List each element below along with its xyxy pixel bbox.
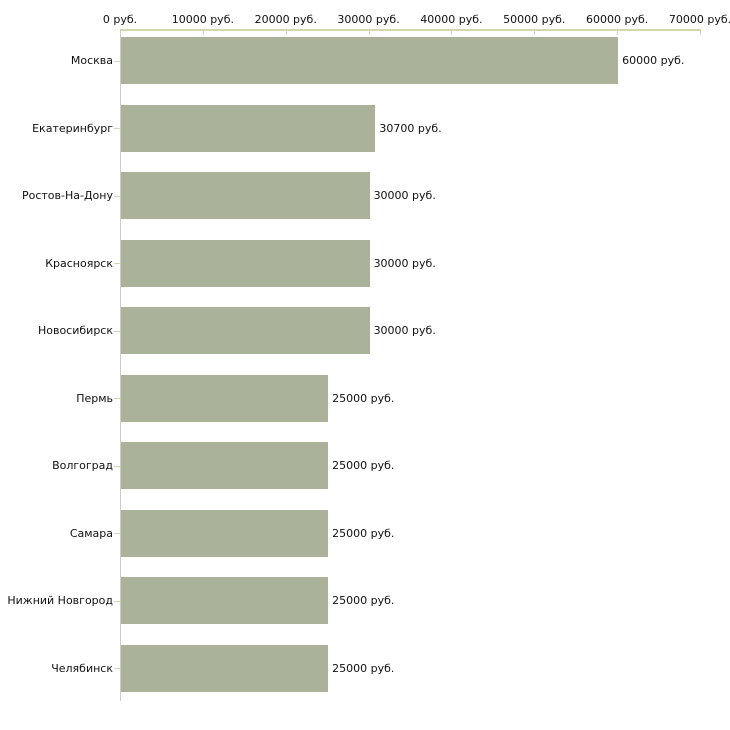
bar: [121, 577, 329, 624]
category-label: Самара: [69, 526, 113, 540]
x-tick-label: 20000 руб.: [254, 13, 317, 26]
x-tick-label: 0 руб.: [102, 13, 138, 26]
bar-value-label: 30000 руб.: [373, 256, 436, 270]
category-label: Ростов-На-Дону: [21, 189, 113, 202]
x-tick-mark: [617, 31, 619, 35]
x-tick-label: 40000 руб.: [420, 13, 483, 26]
category-label: Москва: [70, 54, 113, 67]
category-label: Пермь: [76, 391, 113, 405]
category-tick-mark: [114, 398, 120, 399]
bar: [121, 442, 329, 489]
bar: [121, 644, 329, 692]
category-label: Новосибирск: [37, 324, 113, 337]
x-axis-line: [120, 29, 701, 31]
x-tick-label: 10000 руб.: [171, 13, 234, 26]
bar-value-label: 25000 руб.: [332, 661, 395, 675]
bar: [121, 374, 329, 422]
x-tick-label: 70000 руб.: [668, 13, 730, 26]
bar-value-label: 30000 руб.: [373, 324, 436, 337]
bar: [121, 239, 370, 287]
category-label: Нижний Новгород: [7, 594, 113, 607]
bar-value-label: 30000 руб.: [373, 189, 436, 202]
bar-value-label: 25000 руб.: [332, 459, 395, 472]
x-tick-label: 50000 руб.: [503, 13, 566, 26]
x-tick-label: 30000 руб.: [337, 13, 400, 26]
category-tick-mark: [114, 196, 120, 197]
category-label: Екатеринбург: [32, 121, 113, 135]
bar-value-label: 25000 руб.: [332, 391, 395, 405]
x-tick-label: 60000 руб.: [586, 13, 649, 26]
category-tick-mark: [114, 128, 120, 129]
bar-value-label: 60000 руб.: [622, 54, 685, 67]
x-tick-mark: [285, 31, 287, 35]
category-label: Челябинск: [51, 661, 113, 675]
y-axis-baseline: [120, 30, 121, 701]
category-tick-mark: [114, 466, 120, 467]
category-tick-mark: [114, 263, 120, 264]
bar-value-label: 25000 руб.: [332, 526, 395, 540]
bar-value-label: 30700 руб.: [379, 121, 442, 135]
category-label: Волгоград: [52, 459, 113, 472]
bar: [121, 509, 329, 557]
x-tick-mark: [700, 31, 701, 35]
category-tick-mark: [114, 668, 120, 669]
x-tick-mark: [368, 31, 370, 35]
x-tick-mark: [451, 31, 453, 35]
x-tick-mark: [202, 31, 204, 35]
category-label: Красноярск: [45, 256, 113, 270]
bar: [121, 37, 619, 84]
x-tick-mark: [534, 31, 536, 35]
category-tick-mark: [114, 601, 120, 602]
category-tick-mark: [114, 61, 120, 62]
bar: [121, 307, 370, 354]
bar: [121, 104, 376, 152]
x-tick-mark: [120, 31, 121, 35]
bar-value-label: 25000 руб.: [332, 594, 395, 607]
category-tick-mark: [114, 533, 120, 534]
bar: [121, 172, 370, 219]
category-tick-mark: [114, 331, 120, 332]
